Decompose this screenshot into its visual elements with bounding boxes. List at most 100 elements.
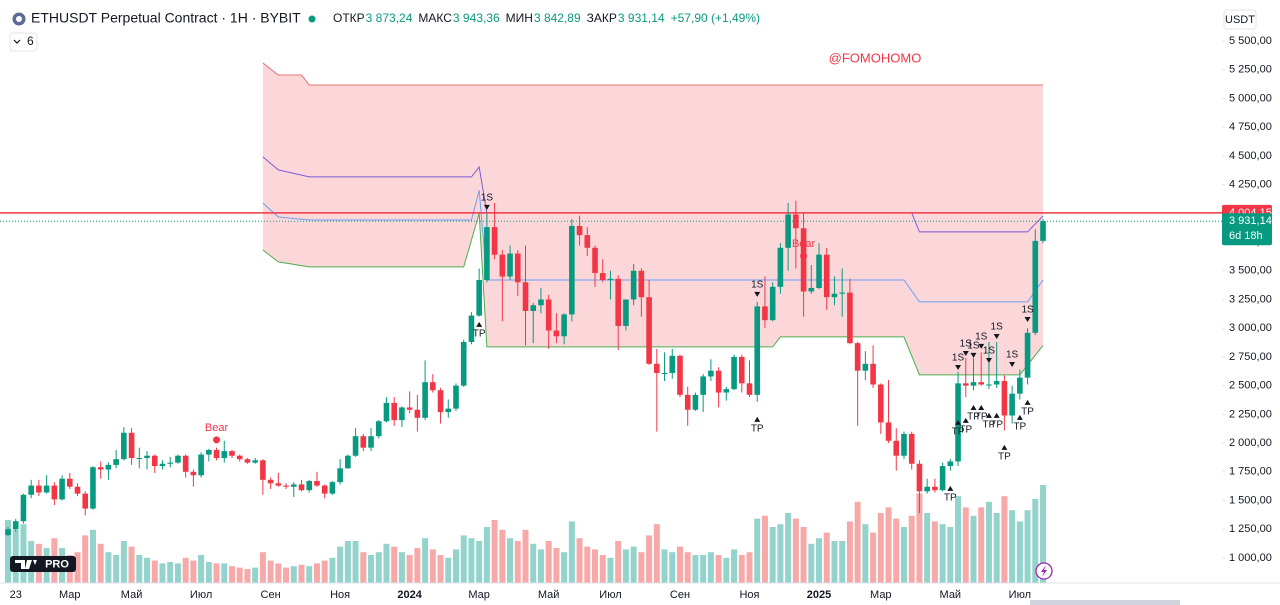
signal-arrow [978,404,985,410]
volume-bar [537,549,544,583]
candle-body [708,370,714,377]
volume-bar [584,546,591,583]
signal-arrow [978,343,985,349]
volume-bar [978,507,985,583]
candle-body [939,466,946,491]
scrollbar[interactable] [1030,600,1180,605]
volume-bar [653,524,660,583]
interval-button[interactable] [9,32,38,52]
candle-body [182,455,189,472]
volume-bar [877,513,884,583]
volume-bar [74,552,81,583]
candle-body [1009,393,1015,416]
candle-body [777,247,784,287]
candle-body [391,402,397,421]
x-tick-label: 2025 [807,589,831,601]
candle-body [5,529,11,535]
candle-body [144,455,150,459]
volume-bar [599,555,606,583]
plot-area: BearBear1STP1STP1S1S1S1S1S1S1S1STPTPTPTP… [0,62,1222,583]
candle-body [399,407,405,421]
currency-label[interactable]: USDT [1225,14,1255,26]
candle-body [175,455,181,463]
candle-body [360,436,367,448]
tv-logo-text: PRO [45,558,69,570]
signal-arrow [985,357,992,363]
volume-bar [962,507,969,583]
signal-label: TP [975,412,988,423]
volume-bar [429,549,436,583]
volume-bar [993,513,1000,583]
y-tick-label: 2 750,00 [1229,351,1272,363]
y-tick-label: 5 250,00 [1229,64,1272,76]
volume-bar [985,501,992,583]
volume-bar [646,535,653,583]
candle-body [1032,240,1039,333]
candle-body [514,253,521,283]
candle-body [36,485,42,493]
volume-bar [460,535,467,583]
candle-body [808,287,815,292]
candle-body [646,297,652,364]
volume-bar [908,515,915,583]
volume-bar [738,555,745,583]
volume-bar [344,541,351,583]
volume-bar [823,532,830,583]
legend-text: ОТКР [333,11,365,25]
candle-body [715,370,722,393]
interval-label[interactable]: 6 [27,34,34,48]
volume-bar [723,557,730,583]
volume-bar [1024,510,1031,583]
y-tick-label: 1 500,00 [1229,494,1272,506]
legend-text: 3 873,24 [366,11,413,25]
candle-body [468,315,475,342]
candle-body [762,306,768,321]
candle-body [445,408,452,413]
signal-arrow [476,321,483,327]
status-dot [308,15,316,23]
signal-arrow [955,419,962,425]
candle-body [437,390,444,413]
candle-body [769,286,776,321]
candle-body [198,454,204,476]
candle-body [893,440,900,456]
candle-body [538,299,544,306]
signal-arrow [1024,316,1031,322]
volume-bar [839,541,846,583]
candle-body [654,363,660,374]
volume-bar [761,515,768,583]
x-tick-label: Мар [468,589,490,601]
signal-label: TP [998,452,1011,463]
volume-bar [151,560,158,583]
candle-body [151,455,158,467]
candle-body [700,376,706,395]
signal-label: TP [1021,407,1034,418]
candle-body [283,485,289,487]
signal-label: TP [990,420,1003,431]
candle-body [28,485,34,495]
signal-arrow [947,485,954,491]
candle-body [561,314,567,337]
signal-arrow [993,412,1000,418]
signal-arrow [754,291,761,297]
signal-label: TP [944,493,957,504]
y-tick-label: 2 500,00 [1229,380,1272,392]
volume-bar [5,520,11,583]
candle-body [862,363,869,371]
candle-body [167,462,174,464]
bear-dot [800,252,808,260]
candle-body [105,464,112,470]
candle-body [661,373,668,375]
volume-bar [831,541,838,583]
legend-text: 3 931,14 [618,11,665,25]
candle-body [522,282,529,311]
signal-label: TP [751,424,764,435]
candle-body [785,214,791,248]
signal-arrow [754,416,761,422]
candle-body [677,355,683,395]
volume-bar [313,563,320,583]
currency-button[interactable] [1223,9,1257,30]
candle-body [970,382,977,386]
candle-body [731,356,737,390]
